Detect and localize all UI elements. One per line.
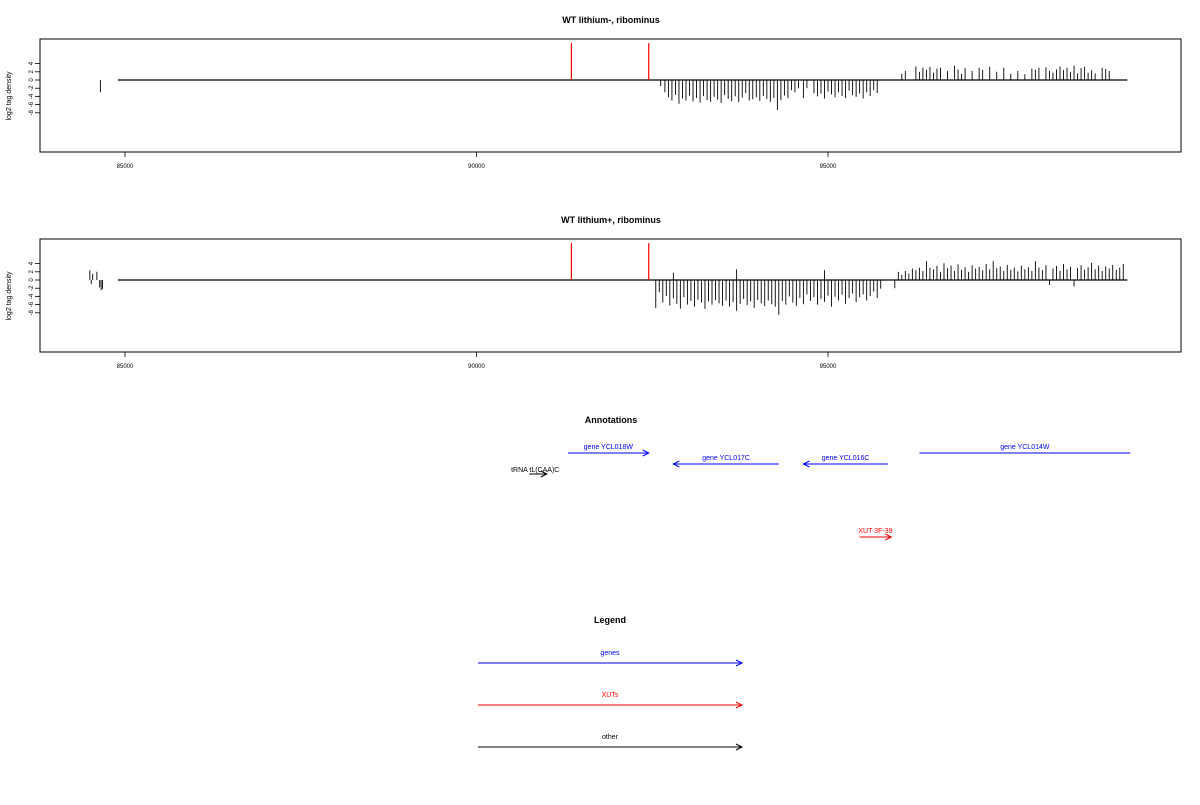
chart-title: WT lithium-, ribominus [562,15,660,25]
legend-label: genes [600,650,620,657]
x-tick-label: 85000 [117,364,134,370]
annotation-label: gene YCL018W [584,444,634,451]
arrowhead [802,460,810,468]
legend-arrowhead [735,701,744,709]
legend-item-xuts: XUTs [478,692,744,709]
annotation-label: tRNA tL(CAA)C [511,467,559,474]
x-tick-label: 90000 [468,164,485,170]
legend-label: other [602,734,619,741]
legend-panel: Legend genes XUTs other [478,615,744,751]
annotation-label: XUT 3F-39 [858,528,892,535]
y-tick-label: -6 [29,301,35,307]
y-axis-label: log2 tag density [6,71,13,121]
legend-items: genes XUTs other [478,650,744,751]
y-tick-label: -6 [29,101,35,107]
y-tick-label: -8 [29,109,35,115]
annotation-label: gene YCL017C [702,455,750,462]
y-tick-label: -4 [29,293,35,299]
chart-title: WT lithium+, ribominus [561,215,661,225]
legend-arrowhead [735,659,744,667]
annotation-gene-ycl014w: gene YCL014W [919,444,1131,454]
legend-title: Legend [594,615,626,625]
legend-label: XUTs [602,692,619,699]
arrowhead [642,449,650,457]
y-tick-label: -8 [29,309,35,315]
axes: 4 2 0 -2 -4 -6 -8 85000 90000 95000 [29,61,837,170]
plot-frame [39,38,1182,153]
legend-arrowhead [735,743,744,751]
annotations-title: Annotations [585,415,638,425]
annotation-xut-3f-39: XUT 3F-39 [858,528,893,541]
annotation-gene-ycl018w: gene YCL018W [567,444,650,457]
plot-frame [39,238,1182,353]
legend-item-other: other [478,734,744,751]
y-tick-label: 0 [29,278,35,282]
annotation-gene-ycl016c: gene YCL016C [802,455,888,468]
annotation-label: gene YCL014W [1000,444,1050,451]
x-tick-label: 95000 [820,164,837,170]
y-tick-label: 2 [29,69,35,73]
x-tick-label: 95000 [820,364,837,370]
x-tick-label: 85000 [117,164,134,170]
annotation-trna-tl-caa-c: tRNA tL(CAA)C [511,467,559,478]
arrowhead [540,470,548,478]
y-tick-label: -4 [29,93,35,99]
y-tick-label: -2 [29,85,35,91]
bar-series [89,243,1128,315]
annotation-gene-ycl017c: gene YCL017C [672,455,779,468]
y-axis-label: log2 tag density [6,271,13,321]
annotation-items: gene YCL018W gene YCL017C gene YCL016C gene… [511,444,1131,541]
y-tick-label: -2 [29,285,35,291]
panel-wt-lithium-plus: WT lithium+, ribominus log2 tag density … [6,215,1182,370]
annotation-label: gene YCL016C [822,455,870,462]
x-tick-label: 90000 [468,364,485,370]
y-tick-label: 2 [29,269,35,273]
y-tick-label: 4 [29,61,35,65]
bar-series [99,43,1128,110]
legend-item-genes: genes [478,650,744,667]
y-tick-label: 0 [29,78,35,82]
y-tick-label: 4 [29,261,35,265]
panel-wt-lithium-minus: WT lithium-, ribominus log2 tag density … [6,15,1182,170]
arrowhead [885,533,893,541]
axes: 4 2 0 -2 -4 -6 -8 85000 90000 95000 [29,261,837,370]
arrowhead [672,460,680,468]
